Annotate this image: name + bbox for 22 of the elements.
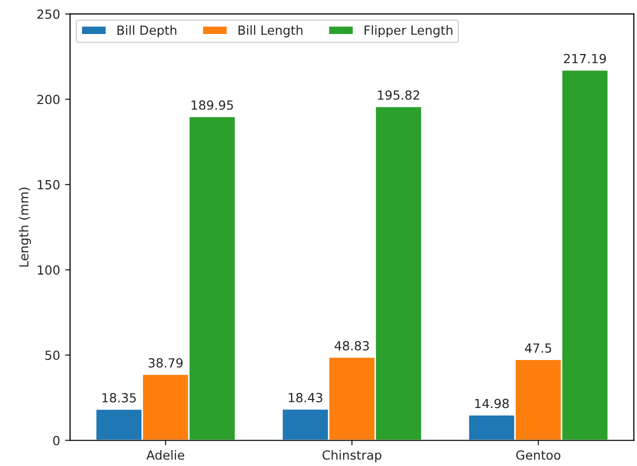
legend-label: Bill Length xyxy=(238,25,302,38)
y-tick-label: 0 xyxy=(53,436,60,446)
legend-label: Flipper Length xyxy=(364,25,452,38)
legend-label: Bill Depth xyxy=(118,25,176,38)
data-label: 217.19 xyxy=(564,54,606,64)
y-tick-label: 50 xyxy=(45,350,60,360)
data-label: 48.83 xyxy=(334,341,369,350)
y-tick-label: 100 xyxy=(38,265,60,275)
x-tick-label: Gentoo xyxy=(516,450,560,460)
data-label: 195.82 xyxy=(378,90,420,100)
y-tick-label: 150 xyxy=(38,180,60,190)
data-label: 47.5 xyxy=(525,343,552,353)
y-tick-label: 200 xyxy=(37,94,60,104)
x-tick-label: Adelie xyxy=(146,450,184,460)
data-label: 14.98 xyxy=(475,398,509,408)
y-axis-title: Length (mm) xyxy=(18,188,31,267)
x-tick-label: Chinstrap xyxy=(322,450,382,462)
data-label: 189.95 xyxy=(192,100,233,110)
data-label: 38.79 xyxy=(148,358,183,368)
y-tick-label: 250 xyxy=(37,9,60,19)
data-label: 18.35 xyxy=(102,393,136,402)
data-label: 18.43 xyxy=(288,392,322,402)
